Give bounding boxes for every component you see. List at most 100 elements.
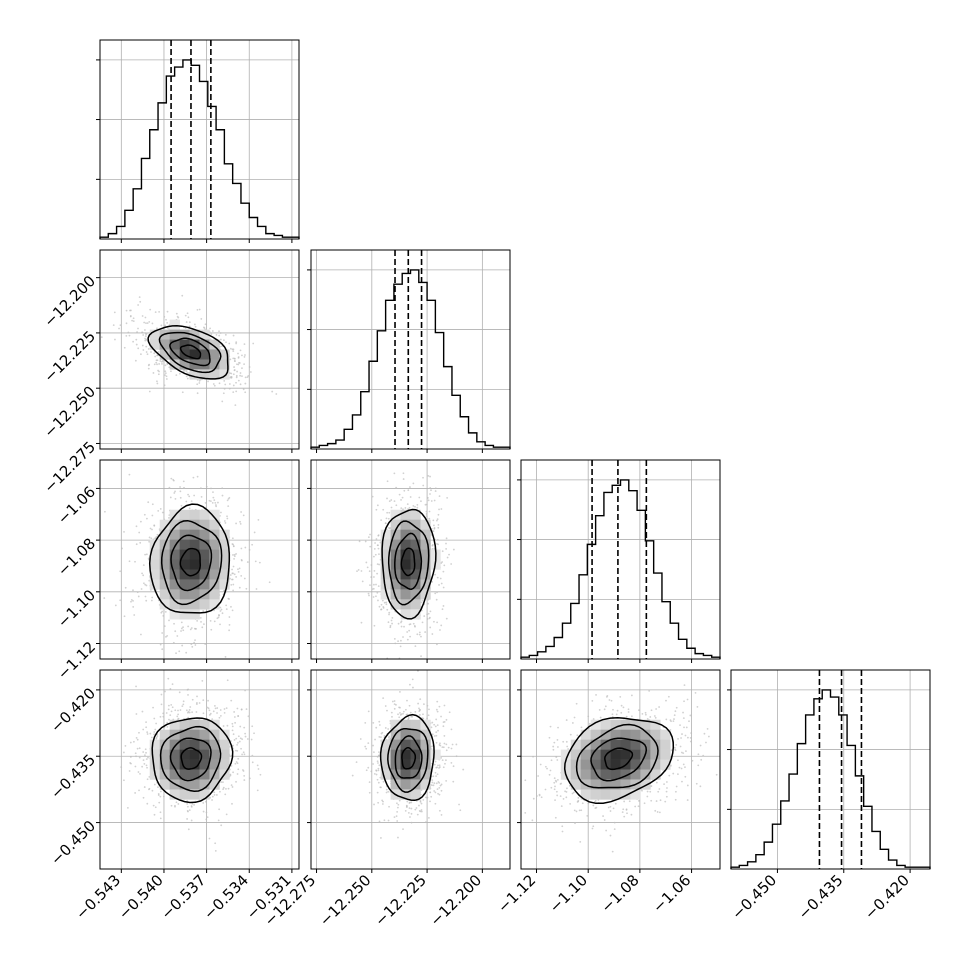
sample-point — [196, 383, 199, 386]
density-cell — [179, 759, 190, 770]
sample-point — [228, 598, 230, 600]
sample-point — [205, 811, 208, 814]
sample-point — [135, 713, 138, 715]
sample-point — [438, 809, 441, 812]
sample-point — [388, 511, 391, 514]
sample-point — [377, 781, 380, 784]
sample-point — [374, 738, 376, 741]
sample-point — [257, 768, 260, 770]
sample-point — [185, 321, 188, 323]
sample-point — [231, 725, 234, 728]
sample-point — [161, 363, 163, 365]
sample-point — [434, 487, 437, 490]
sample-point — [412, 505, 415, 507]
sample-point — [139, 300, 142, 303]
density-cell — [169, 789, 180, 800]
sample-point — [203, 326, 205, 329]
sample-point — [435, 775, 437, 778]
sample-point — [230, 583, 233, 586]
sample-point — [133, 740, 135, 743]
density-cell — [169, 559, 180, 570]
sample-point — [372, 744, 374, 747]
sample-point — [440, 582, 443, 585]
sample-point — [211, 799, 213, 801]
x-tick-label: −12.225 — [371, 871, 430, 930]
sample-point — [151, 322, 154, 325]
sample-point — [393, 703, 396, 706]
density-cell — [179, 589, 190, 600]
axes-frame — [99, 39, 300, 240]
density-cell — [390, 769, 401, 780]
histogram-step — [99, 59, 300, 239]
density-cell — [179, 509, 190, 520]
sample-point — [213, 794, 216, 796]
sample-point — [462, 768, 465, 771]
sample-point — [171, 683, 174, 686]
sample-point — [180, 504, 183, 507]
sample-point — [226, 515, 228, 518]
sample-point — [170, 477, 173, 480]
sample-point — [452, 765, 455, 768]
contour-line — [394, 532, 423, 590]
sample-point — [393, 637, 396, 640]
sample-point — [223, 520, 226, 522]
sample-point — [142, 574, 145, 577]
sample-point — [438, 781, 441, 784]
sample-point — [425, 515, 428, 518]
density-cell — [410, 519, 421, 530]
density-cell — [149, 329, 160, 340]
sample-point — [443, 564, 446, 567]
sample-point — [175, 652, 177, 655]
density-cell — [169, 529, 180, 540]
contour-line — [387, 520, 430, 606]
sample-point — [143, 582, 145, 585]
sample-point — [380, 837, 382, 839]
sample-point — [254, 560, 257, 563]
sample-point — [436, 700, 439, 703]
sample-point — [435, 734, 438, 737]
density-cell — [400, 579, 411, 590]
sample-point — [229, 358, 232, 361]
sample-point — [128, 560, 131, 563]
sample-point — [169, 714, 172, 717]
sample-point — [433, 763, 436, 766]
sample-point — [390, 506, 393, 509]
sample-point — [124, 744, 127, 747]
sample-point — [438, 744, 441, 746]
sample-point — [427, 602, 430, 605]
sample-point — [248, 366, 251, 368]
sample-point — [245, 708, 248, 711]
density-cell — [169, 719, 180, 730]
sample-point — [377, 547, 380, 550]
density-cell — [189, 529, 200, 540]
sample-point — [175, 801, 178, 804]
sample-point — [420, 635, 422, 638]
sample-point — [161, 648, 164, 651]
sample-point — [243, 753, 246, 756]
sample-point — [406, 638, 409, 641]
sample-point — [251, 761, 254, 764]
sample-point — [193, 494, 196, 497]
density-cell — [209, 549, 220, 560]
sample-point — [137, 347, 140, 350]
sample-point — [198, 382, 201, 384]
sample-point — [237, 715, 240, 717]
sample-point — [176, 315, 179, 318]
density-cell — [179, 329, 190, 340]
sample-point — [402, 712, 404, 715]
sample-point — [147, 367, 150, 370]
sample-point — [368, 594, 370, 597]
sample-point — [134, 359, 137, 362]
sample-point — [168, 486, 171, 489]
sample-point — [398, 799, 401, 802]
sample-point — [387, 621, 390, 624]
sample-point — [127, 331, 130, 334]
sample-point — [138, 756, 141, 759]
density-cell — [410, 569, 421, 580]
sample-point — [386, 497, 388, 500]
sample-point — [235, 390, 238, 393]
sample-point — [219, 606, 222, 609]
sample-point — [421, 599, 424, 602]
sample-point — [240, 547, 243, 550]
sample-point — [455, 743, 458, 746]
